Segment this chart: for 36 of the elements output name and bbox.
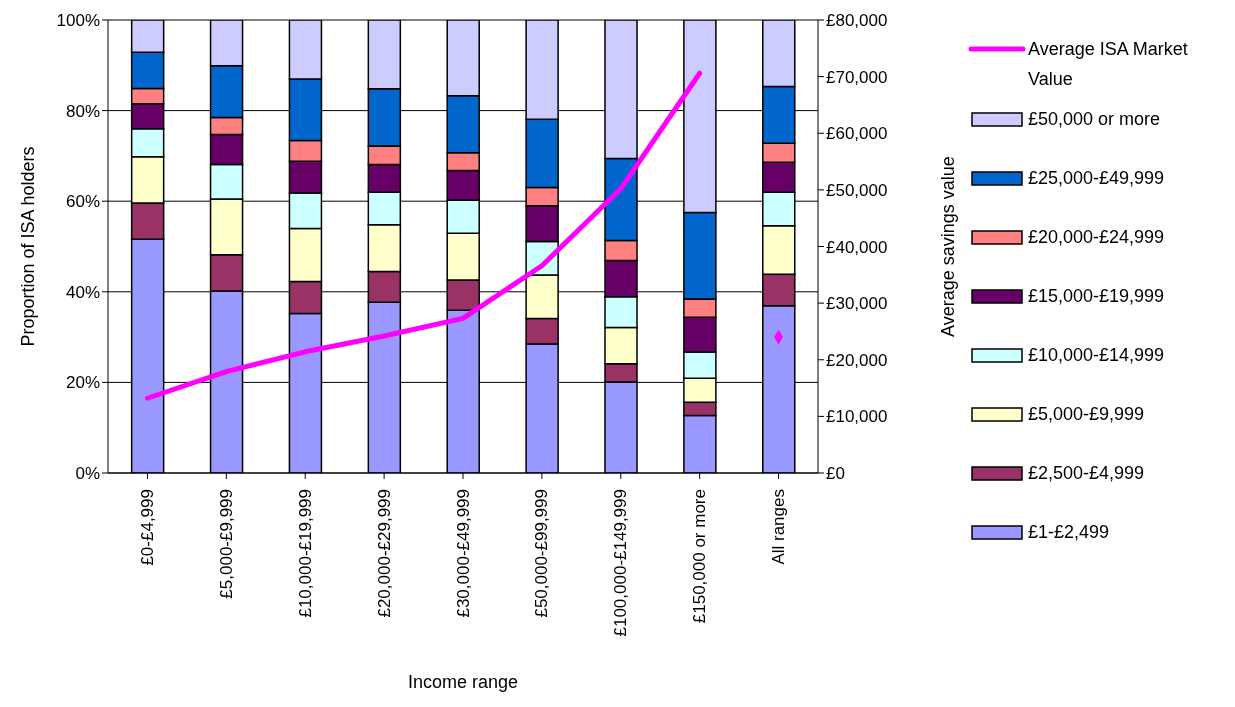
x-tick-label: £150,000 or more bbox=[690, 489, 710, 624]
x-tick-label: £0-£4,999 bbox=[137, 489, 157, 566]
y2-tick-label: £80,000 bbox=[826, 11, 888, 31]
y2-tick-label: £20,000 bbox=[826, 350, 888, 370]
y-tick-label: 40% bbox=[65, 282, 100, 302]
legend-label: £25,000-£49,999 bbox=[1028, 167, 1166, 190]
x-tick-label: £50,000-£99,999 bbox=[532, 489, 552, 618]
y-tick-label: 20% bbox=[65, 373, 100, 393]
legend-label: £2,500-£4,999 bbox=[1028, 462, 1146, 485]
y-axis-title: Proportion of ISA holders bbox=[18, 146, 39, 347]
x-axis-title: Income range bbox=[407, 672, 519, 692]
legend-label: £10,000-£14,999 bbox=[1028, 344, 1166, 367]
x-tick-label: £20,000-£29,999 bbox=[374, 489, 394, 618]
y2-tick-label: £40,000 bbox=[826, 237, 888, 257]
legend-label: £50,000 or more bbox=[1028, 108, 1162, 131]
legend-label: £5,000-£9,999 bbox=[1028, 403, 1146, 426]
y2-tick-label: £10,000 bbox=[826, 407, 888, 427]
legend-label: £1-£2,499 bbox=[1028, 521, 1111, 544]
y2-tick-label: £50,000 bbox=[826, 180, 888, 200]
x-tick-label: £30,000-£49,999 bbox=[453, 489, 473, 618]
y2-axis-title: Average savings value bbox=[938, 156, 959, 337]
y-tick-label: 80% bbox=[65, 101, 100, 121]
y2-tick-label: £60,000 bbox=[826, 124, 888, 144]
legend-label: £20,000-£24,999 bbox=[1028, 226, 1166, 249]
y-tick-label: 100% bbox=[56, 11, 100, 31]
y2-tick-label: £70,000 bbox=[826, 67, 888, 87]
x-tick-label: £10,000-£19,999 bbox=[295, 489, 315, 618]
x-tick-label: £5,000-£9,999 bbox=[216, 489, 236, 599]
x-tick-label: £100,000-£149,999 bbox=[611, 489, 631, 637]
y2-tick-label: £0 bbox=[826, 464, 845, 484]
legend-label: Average ISA Market Value bbox=[1028, 38, 1189, 91]
y2-tick-label: £30,000 bbox=[826, 294, 888, 314]
legend-label: £15,000-£19,999 bbox=[1028, 285, 1166, 308]
y-tick-label: 0% bbox=[75, 464, 100, 484]
y-tick-label: 60% bbox=[65, 192, 100, 212]
x-tick-label: All ranges bbox=[769, 489, 789, 565]
